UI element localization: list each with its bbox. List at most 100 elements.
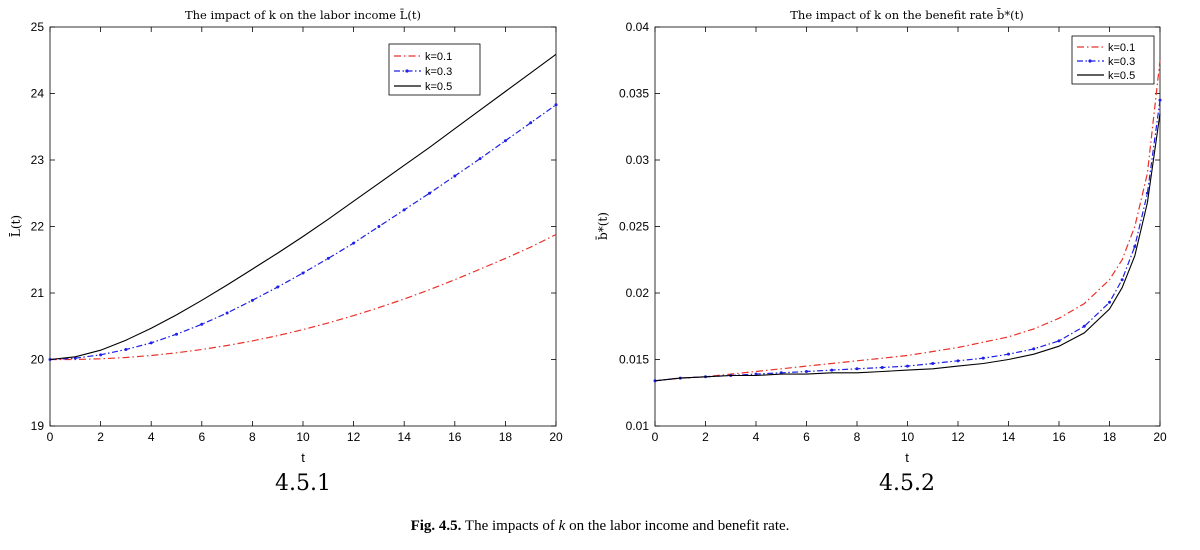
- series-point-k=0.3: [855, 367, 859, 371]
- x-tick-label: 12: [951, 430, 965, 444]
- series-point-k=0.3: [1007, 352, 1010, 356]
- x-tick-label: 16: [448, 430, 462, 444]
- series-point-k=0.3: [503, 139, 507, 143]
- x-tick-label: 2: [97, 430, 104, 444]
- x-tick-label: 0: [47, 430, 54, 444]
- caption-label: Fig. 4.5.: [410, 518, 462, 534]
- y-axis-label: b̄*(t): [594, 212, 610, 240]
- x-tick-label: 20: [1153, 430, 1167, 444]
- x-tick-label: 4: [148, 430, 155, 444]
- series-point-k=0.3: [956, 359, 960, 363]
- figure-caption: Fig. 4.5. The impacts of k on the labor …: [0, 518, 1200, 535]
- x-tick-label: 8: [854, 430, 861, 444]
- y-tick-label: 23: [31, 153, 45, 167]
- series-point-k=0.3: [529, 121, 533, 125]
- y-tick-label: 22: [31, 220, 45, 234]
- y-tick-label: 21: [31, 286, 45, 300]
- series-point-k=0.3: [1108, 300, 1111, 304]
- legend-label: k=0.5: [1108, 70, 1135, 82]
- x-axis-label: t: [905, 450, 909, 465]
- chart-title: The impact of k on the benefit rate b̄*(…: [790, 8, 1023, 22]
- series-point-k=0.3: [1133, 244, 1137, 248]
- series-point-k=0.3: [326, 256, 330, 260]
- series-point-k=0.3: [1032, 347, 1036, 351]
- legend-label: k=0.3: [425, 66, 452, 78]
- y-tick-label: 0.015: [619, 353, 649, 367]
- series-point-k=0.3: [1120, 278, 1124, 282]
- series-point-k=0.3: [453, 174, 457, 178]
- series-point-k=0.3: [352, 241, 356, 245]
- x-tick-label: 20: [549, 430, 563, 444]
- caption-variable: k: [558, 518, 566, 534]
- legend-marker: [405, 69, 409, 73]
- chart-benefit-rate: The impact of k on the benefit rate b̄*(…: [594, 8, 1167, 496]
- x-tick-label: 18: [499, 430, 513, 444]
- y-tick-label: 0.025: [619, 220, 649, 234]
- series-point-k=0.3: [99, 353, 103, 357]
- series-point-k=0.3: [754, 372, 758, 376]
- caption-text-before: The impacts of: [461, 518, 559, 534]
- x-tick-label: 10: [296, 430, 310, 444]
- figure: The impact of k on the labor income L̄(t…: [8, 8, 1167, 496]
- y-tick-label: 0.03: [626, 153, 650, 167]
- x-tick-label: 4: [753, 430, 760, 444]
- series-point-k=0.3: [1158, 98, 1162, 102]
- series-point-k=0.3: [1057, 339, 1061, 343]
- x-tick-label: 14: [1002, 430, 1016, 444]
- series-point-k=0.3: [554, 103, 558, 107]
- legend-box: [1071, 35, 1155, 85]
- x-tick-label: 14: [398, 430, 412, 444]
- caption-text-after: on the labor income and benefit rate.: [565, 518, 790, 534]
- x-tick-label: 12: [347, 430, 361, 444]
- series-point-k=0.3: [149, 341, 153, 345]
- series-point-k=0.3: [276, 285, 280, 289]
- series-point-k=0.3: [981, 356, 985, 360]
- series-point-k=0.3: [906, 364, 909, 368]
- series-point-k=0.3: [478, 157, 482, 161]
- x-tick-label: 6: [803, 430, 810, 444]
- series-point-k=0.3: [225, 311, 229, 315]
- series-point-k=0.3: [1082, 324, 1086, 328]
- series-point-k=0.3: [250, 298, 254, 302]
- chart-labor-income: The impact of k on the labor income L̄(t…: [8, 8, 563, 496]
- y-tick-label: 0.035: [619, 87, 649, 101]
- y-tick-label: 0.02: [626, 286, 650, 300]
- y-axis-label: L̄(t): [8, 215, 23, 237]
- y-tick-label: 24: [31, 87, 45, 101]
- legend: k=0.1 k=0.3 k=0.5: [1071, 35, 1155, 85]
- series-point-k=0.3: [377, 225, 381, 228]
- panel-label: 4.5.2: [879, 471, 935, 496]
- x-tick-label: 0: [652, 430, 659, 444]
- legend-label: k=0.5: [425, 81, 452, 93]
- series-line-k=0.5: [654, 113, 1161, 382]
- series-point-k=0.3: [175, 332, 178, 336]
- series-point-k=0.3: [779, 371, 783, 375]
- y-tick-label: 19: [31, 419, 45, 433]
- series-point-k=0.3: [931, 361, 935, 365]
- legend-marker: [1088, 59, 1092, 63]
- series-line-k=0.5: [49, 53, 557, 361]
- x-tick-label: 18: [1103, 430, 1117, 444]
- x-tick-label: 10: [901, 430, 915, 444]
- series-point-k=0.3: [830, 368, 834, 372]
- legend-label: k=0.1: [425, 51, 452, 63]
- y-tick-label: 20: [31, 353, 45, 367]
- legend-label: k=0.1: [1108, 42, 1135, 54]
- legend: k=0.1 k=0.3 k=0.5: [388, 43, 481, 96]
- series-point-k=0.3: [428, 191, 431, 195]
- chart-title: The impact of k on the labor income L̄(t…: [185, 8, 421, 22]
- y-tick-label: 0.04: [626, 20, 650, 34]
- series-point-k=0.3: [124, 348, 128, 352]
- legend-label: k=0.3: [1108, 56, 1135, 68]
- series-point-k=0.3: [402, 208, 406, 212]
- series-point-k=0.3: [880, 365, 884, 369]
- x-tick-label: 8: [249, 430, 256, 444]
- series-point-k=0.3: [805, 369, 808, 373]
- x-tick-label: 6: [198, 430, 205, 444]
- series-line-k=0.1: [654, 60, 1161, 382]
- series-point-k=0.3: [200, 322, 204, 326]
- x-tick-label: 2: [702, 430, 709, 444]
- y-tick-label: 25: [31, 20, 45, 34]
- plot-area: [654, 26, 1161, 427]
- y-tick-label: 0.01: [626, 419, 650, 433]
